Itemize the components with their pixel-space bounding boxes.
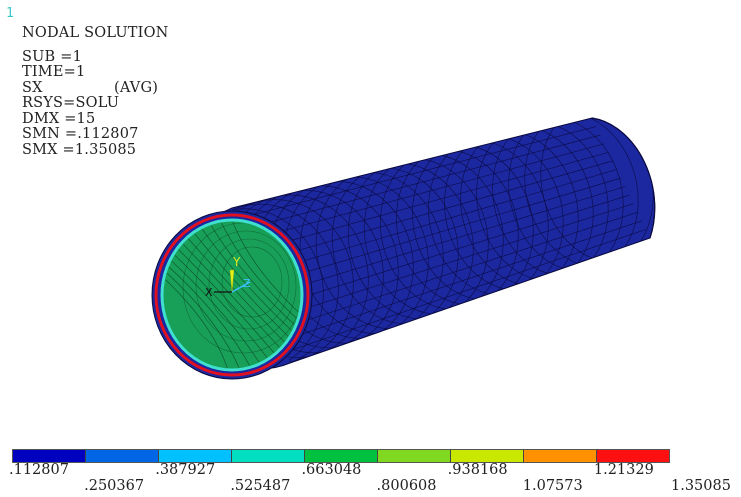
triad-x-label: X (205, 286, 213, 299)
info-line-dmx: DMX =15 (22, 110, 96, 127)
triad-z-label: Z (243, 277, 251, 290)
model-viewport[interactable]: Y Z X (0, 0, 741, 430)
legend-segment (305, 450, 378, 462)
legend-segment (232, 450, 305, 462)
legend-label-lower: 1.07573 (522, 478, 583, 494)
legend-label-lower: .525487 (230, 478, 291, 494)
coordinate-triad: Y Z X (205, 255, 251, 299)
legend-segment (378, 450, 451, 462)
triad-y-label: Y (232, 255, 241, 269)
info-line-smx: SMX =1.35085 (22, 141, 137, 158)
legend-segment (86, 450, 159, 462)
legend-segment (597, 450, 669, 462)
legend-segment (451, 450, 524, 462)
outer-ring-red (154, 213, 310, 377)
legend-label-lower: .250367 (84, 478, 145, 494)
triad-y-arrow (229, 269, 235, 293)
solution-info-panel: NODAL SOLUTION SUB =1 TIME=1 SX (AVG) RSY… (22, 25, 169, 158)
window-number: 1 (6, 6, 14, 21)
legend-label-upper: .387927 (155, 462, 216, 478)
solution-title: NODAL SOLUTION (22, 25, 169, 41)
legend-label-upper: .663048 (301, 462, 362, 478)
legend-label-lower: 1.35085 (671, 478, 731, 494)
legend-segment (524, 450, 597, 462)
cylinder-near-end (151, 210, 313, 380)
legend-label-upper: 1.21329 (593, 462, 654, 478)
info-line-rsys: RSYS=SOLU (22, 95, 120, 111)
info-line-sub: SUB =1 (22, 48, 82, 65)
contour-legend-bar (12, 449, 670, 463)
triad-z-axis (231, 281, 251, 293)
legend-segment (13, 450, 86, 462)
cylinder-far-end (591, 117, 656, 239)
info-line-time: TIME=1 (22, 64, 86, 80)
info-line-smn: SMN =.112807 (22, 126, 139, 142)
info-line-component: SX (AVG) (22, 79, 159, 96)
legend-label-upper: .938168 (447, 462, 508, 478)
info-line-avg: (AVG) (114, 79, 159, 96)
inner-ring-blue (157, 216, 307, 374)
legend-label-lower: .800608 (376, 478, 437, 494)
inner-ring-cyan (160, 218, 304, 372)
legend-label-upper: .112807 (9, 462, 69, 478)
legend-segment (159, 450, 232, 462)
